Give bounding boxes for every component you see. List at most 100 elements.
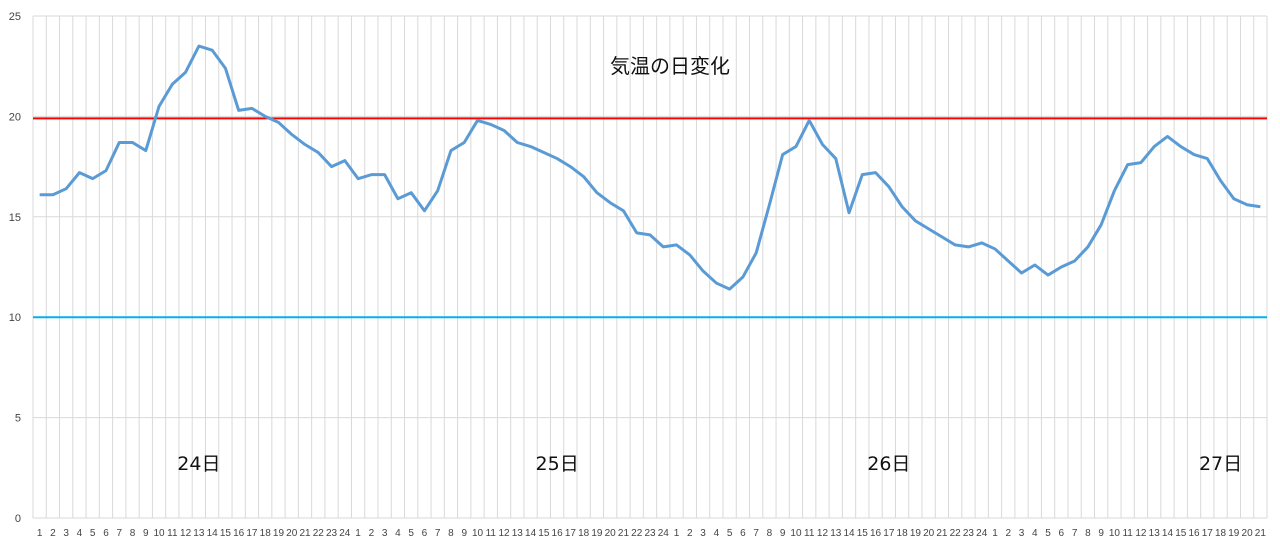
x-tick-label: 23: [963, 528, 975, 539]
x-tick-label: 13: [193, 528, 205, 539]
x-tick-label: 5: [1045, 528, 1051, 539]
x-tick-label: 19: [591, 528, 603, 539]
x-tick-label: 2: [1005, 528, 1011, 539]
x-tick-label: 5: [727, 528, 733, 539]
x-tick-label: 21: [299, 528, 311, 539]
x-tick-label: 24: [339, 528, 351, 539]
x-tick-label: 6: [103, 528, 109, 539]
x-tick-label: 10: [790, 528, 802, 539]
y-tick-label: 0: [15, 513, 21, 525]
x-tick-label: 5: [90, 528, 96, 539]
x-tick-label: 20: [605, 528, 617, 539]
x-tick-label: 8: [130, 528, 136, 539]
x-tick-label: 1: [992, 528, 998, 539]
day-label: 24日: [177, 453, 220, 475]
day-label: 25日: [536, 453, 579, 475]
y-tick-label: 15: [9, 212, 21, 224]
x-tick-label: 18: [578, 528, 590, 539]
x-tick-label: 23: [644, 528, 656, 539]
x-tick-label: 9: [461, 528, 467, 539]
x-tick-label: 15: [1175, 528, 1187, 539]
chart-title: 気温の日変化: [610, 54, 730, 78]
x-tick-label: 17: [883, 528, 895, 539]
day-label: 27日: [1199, 453, 1242, 475]
x-tick-label: 16: [1188, 528, 1200, 539]
x-tick-label: 21: [618, 528, 630, 539]
chart-grid: [32, 15, 1268, 519]
x-axis: 1 2 3 4 5 6 7 8 9 10 11 12 13 14 15 16 17 18 19 20 21 22 23 24 1…: [37, 528, 1267, 539]
x-tick-label: 1: [674, 528, 680, 539]
x-tick-label: 1: [355, 528, 361, 539]
x-tick-label: 4: [395, 528, 401, 539]
x-tick-label: 11: [486, 528, 497, 539]
x-tick-label: 14: [207, 528, 219, 539]
day-label: 26日: [867, 453, 910, 475]
y-tick-label: 10: [9, 312, 21, 324]
x-tick-label: 2: [50, 528, 56, 539]
series-layer: [39, 44, 1261, 291]
x-tick-label: 22: [950, 528, 962, 539]
x-tick-label: 10: [153, 528, 165, 539]
y-axis: 0 5 10 15 20 25: [9, 11, 21, 525]
x-tick-label: 12: [1135, 528, 1147, 539]
x-tick-label: 19: [1228, 528, 1240, 539]
x-tick-label: 20: [286, 528, 298, 539]
x-tick-label: 4: [714, 528, 720, 539]
x-tick-label: 7: [435, 528, 441, 539]
x-tick-label: 9: [143, 528, 149, 539]
x-tick-label: 19: [273, 528, 285, 539]
y-tick-label: 25: [9, 11, 21, 23]
x-tick-label: 16: [552, 528, 564, 539]
x-tick-label: 14: [525, 528, 537, 539]
x-tick-label: 3: [382, 528, 388, 539]
x-tick-label: 13: [1149, 528, 1161, 539]
x-tick-label: 15: [538, 528, 550, 539]
x-tick-label: 21: [936, 528, 948, 539]
x-tick-label: 20: [923, 528, 935, 539]
x-tick-label: 15: [220, 528, 232, 539]
x-tick-label: 11: [167, 528, 178, 539]
x-tick-label: 16: [870, 528, 882, 539]
x-tick-label: 8: [1085, 528, 1091, 539]
x-tick-label: 2: [369, 528, 375, 539]
series-line: [39, 44, 1261, 291]
x-tick-label: 8: [767, 528, 773, 539]
x-tick-label: 2: [687, 528, 693, 539]
x-tick-label: 13: [512, 528, 524, 539]
x-tick-label: 4: [77, 528, 83, 539]
day-labels: 24日 25日 26日 27日: [177, 453, 1242, 475]
x-tick-label: 17: [565, 528, 577, 539]
x-tick-label: 7: [1072, 528, 1078, 539]
x-tick-label: 8: [448, 528, 454, 539]
x-tick-label: 14: [1162, 528, 1174, 539]
x-tick-label: 11: [804, 528, 815, 539]
x-tick-label: 1: [37, 528, 43, 539]
x-tick-label: 7: [753, 528, 759, 539]
x-tick-label: 19: [910, 528, 922, 539]
x-tick-label: 24: [976, 528, 988, 539]
reference-lines: [33, 117, 1267, 319]
x-tick-label: 6: [1059, 528, 1065, 539]
x-tick-label: 17: [1202, 528, 1214, 539]
x-tick-label: 12: [498, 528, 510, 539]
x-tick-label: 13: [830, 528, 842, 539]
x-tick-label: 7: [116, 528, 122, 539]
x-tick-label: 22: [313, 528, 325, 539]
x-tick-label: 9: [1098, 528, 1104, 539]
y-tick-label: 5: [15, 413, 21, 425]
x-tick-label: 6: [422, 528, 428, 539]
x-tick-label: 6: [740, 528, 746, 539]
x-tick-label: 21: [1255, 528, 1267, 539]
x-tick-label: 20: [1242, 528, 1254, 539]
x-tick-label: 17: [246, 528, 258, 539]
x-tick-label: 3: [700, 528, 706, 539]
x-tick-label: 15: [857, 528, 869, 539]
x-tick-label: 18: [1215, 528, 1227, 539]
y-tick-label: 20: [9, 111, 21, 123]
x-tick-label: 23: [326, 528, 338, 539]
x-tick-label: 12: [817, 528, 829, 539]
x-tick-label: 18: [260, 528, 272, 539]
x-tick-label: 12: [180, 528, 192, 539]
x-tick-label: 9: [780, 528, 786, 539]
